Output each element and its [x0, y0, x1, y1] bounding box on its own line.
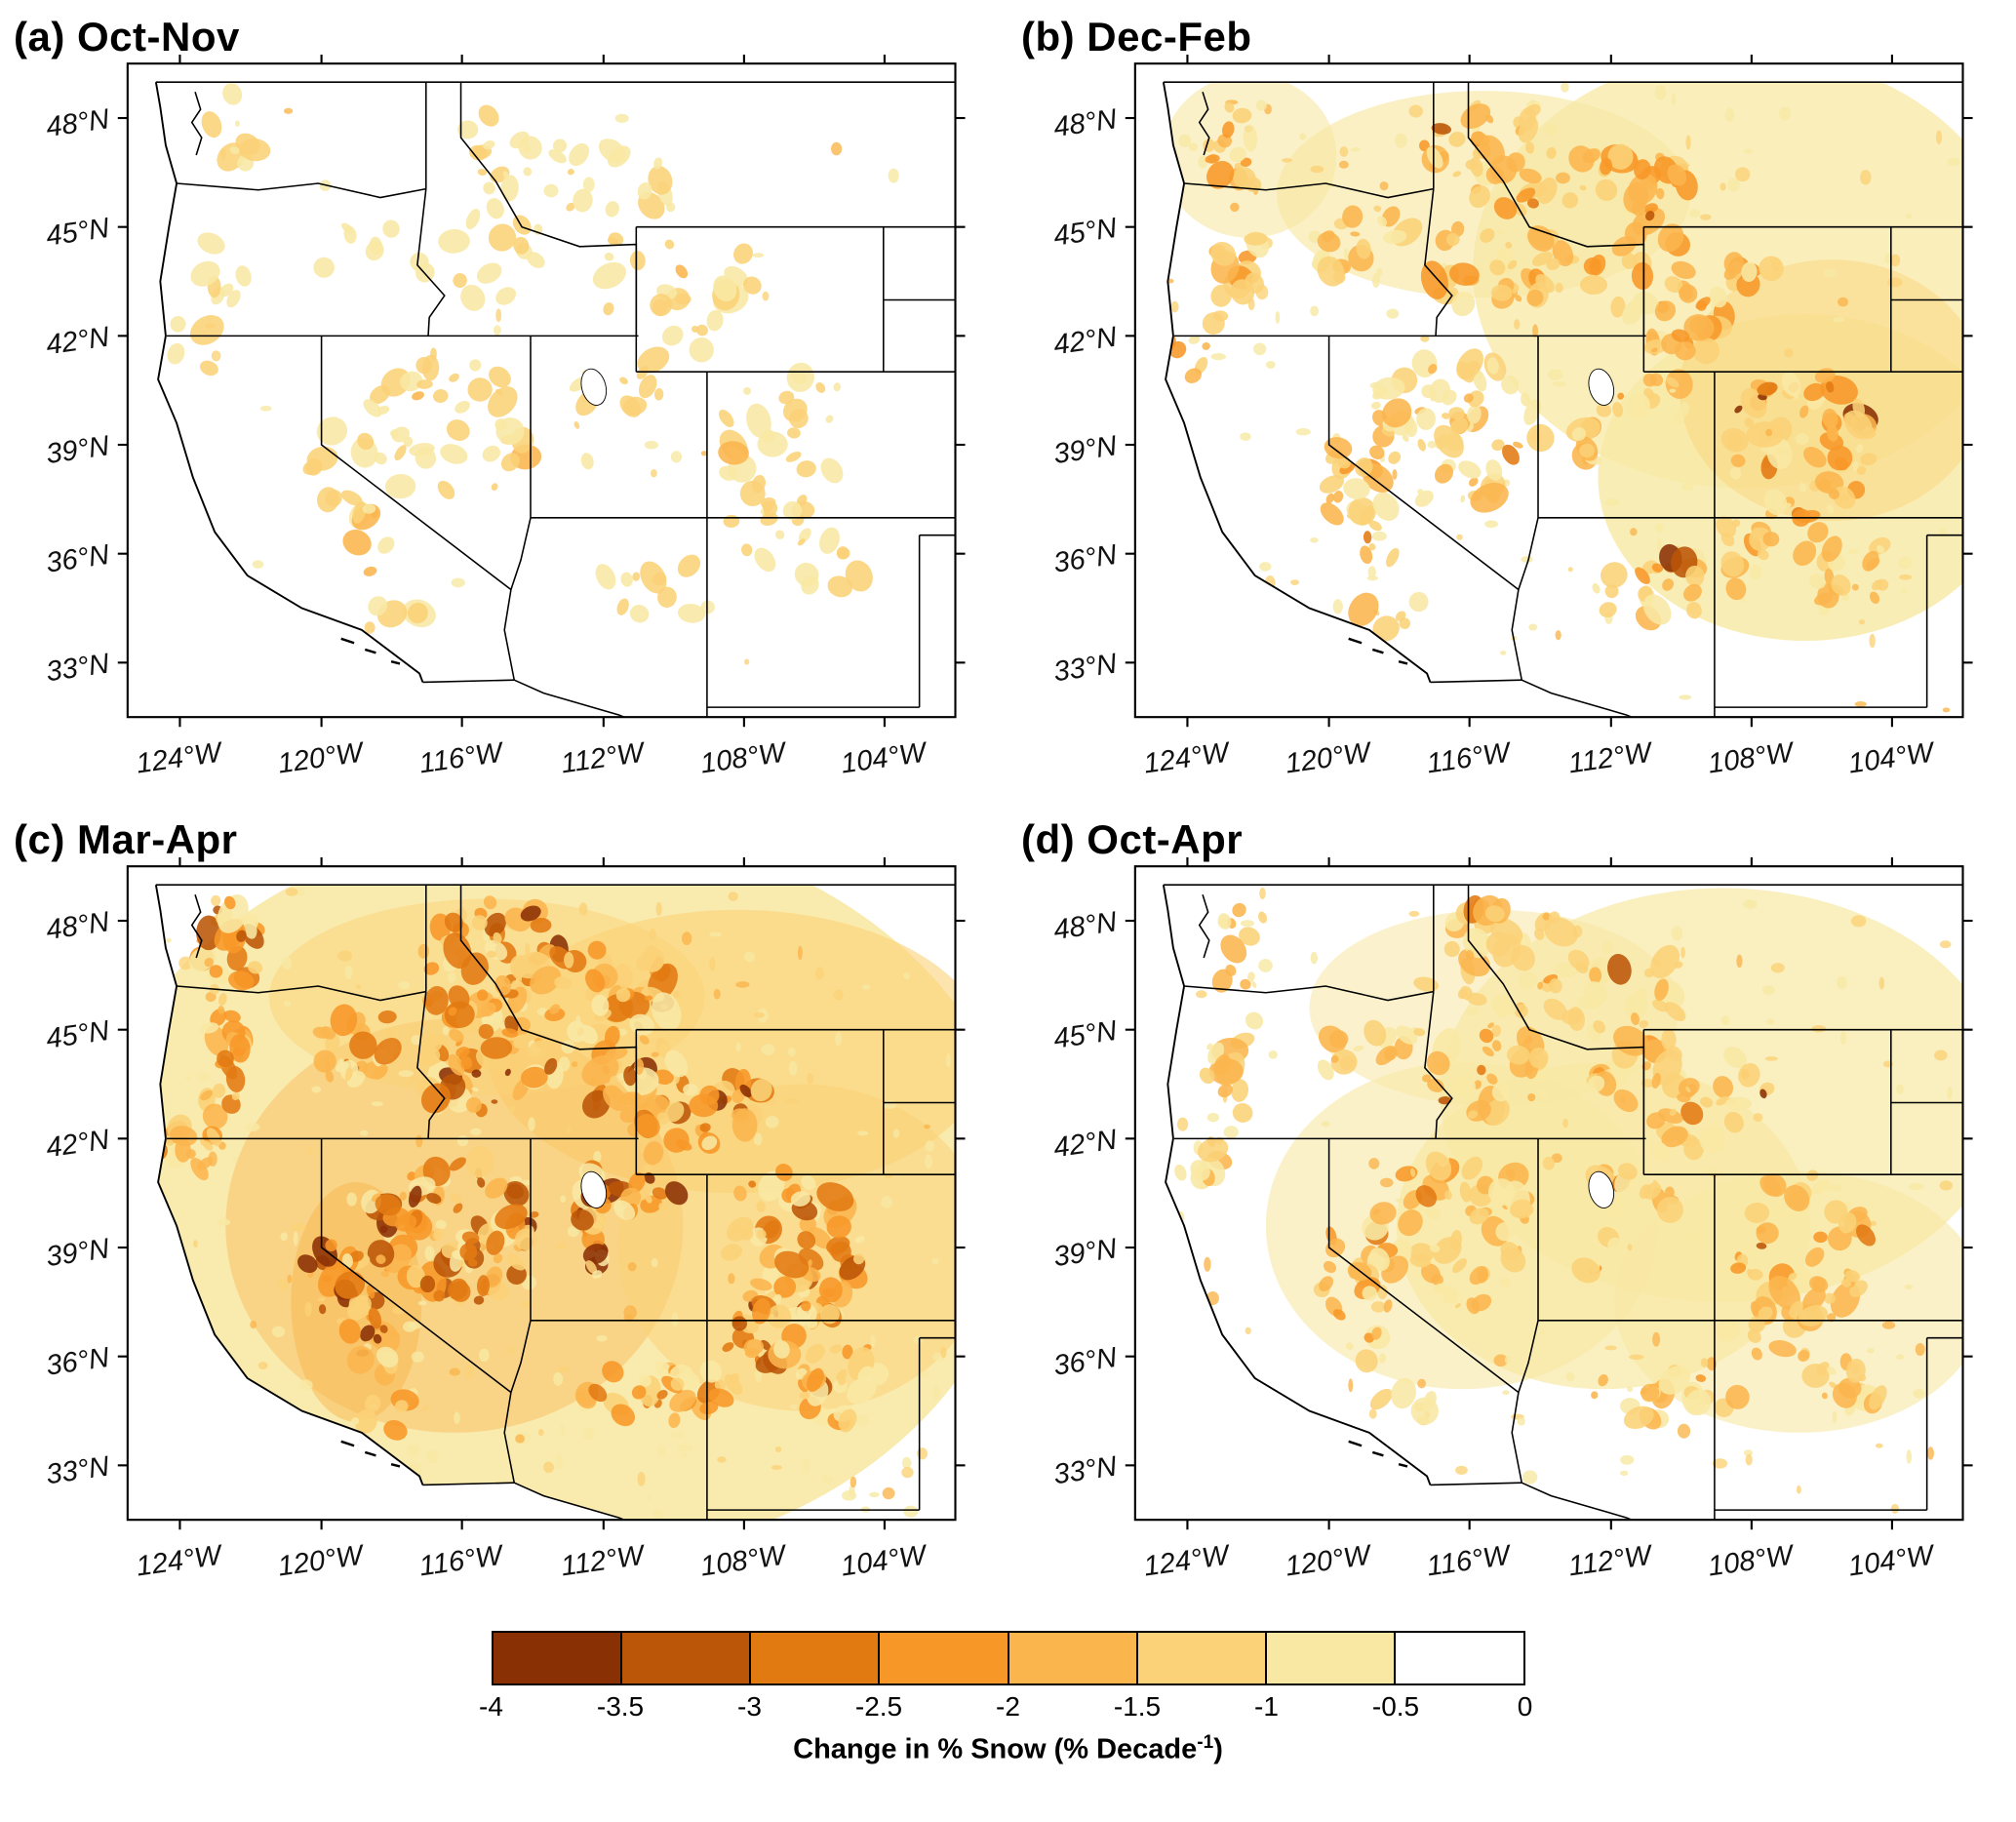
- panel-b: (b) Dec-Feb 48°N 45°N 42°N 39°N 36°N 33°N 124°…: [1008, 4, 2015, 807]
- panel-title-c: (c) Mar-Apr: [14, 816, 238, 862]
- panel-title-d: (d) Oct-Apr: [1021, 816, 1244, 862]
- lon-tick-label: 116°W: [1425, 736, 1514, 779]
- panel-a: (a) Oct-Nov 48°N 45°N 42°N 39°N 36°N 33°N 124°…: [0, 4, 1008, 807]
- colorbar: -4 -3.5 -3 -2.5 -2 -1.5 -1 -0.5 0 Change in % Sn…: [479, 1631, 1532, 1766]
- lon-tick-label: 112°W: [1566, 1539, 1655, 1582]
- lat-tick-label: 33°N: [1051, 649, 1119, 689]
- lat-tick-label: 45°N: [44, 213, 111, 253]
- colorbar-segment: [1137, 1633, 1267, 1683]
- colorbar-segment: [1267, 1633, 1397, 1683]
- lon-tick-label: 124°W: [135, 736, 226, 779]
- colorbar-scale: [491, 1631, 1525, 1685]
- colorbar-segment: [751, 1633, 881, 1683]
- map-mar-apr: 48°N 45°N 42°N 39°N 36°N 33°N 124°W 120°W 116°W 1…: [44, 857, 966, 1583]
- lat-tick-label: 33°N: [1051, 1451, 1119, 1491]
- colorbar-tick-label: -4: [479, 1691, 503, 1722]
- map-dec-feb: 48°N 45°N 42°N 39°N 36°N 33°N 124°W 120°W 116°W 1…: [1051, 55, 1973, 780]
- colorbar-tick-label: -2: [996, 1691, 1020, 1722]
- lon-tick-label: 112°W: [559, 736, 648, 779]
- lat-tick-label: 39°N: [1051, 430, 1119, 470]
- lon-tick-label: 108°W: [698, 1539, 790, 1582]
- lat-tick-label: 45°N: [1051, 1015, 1119, 1055]
- lon-tick-label: 124°W: [135, 1539, 226, 1582]
- lon-tick-label: 116°W: [1425, 1539, 1514, 1582]
- map-oct-nov: 48°N 45°N 42°N 39°N 36°N 33°N 124°W 120°W 116°W 1…: [44, 55, 966, 780]
- lon-tick-label: 112°W: [559, 1539, 648, 1582]
- colorbar-label-exponent: -1: [1197, 1732, 1214, 1753]
- lon-tick-label: 112°W: [1566, 736, 1655, 779]
- lat-tick-label: 48°N: [1051, 906, 1119, 946]
- lon-tick-label: 120°W: [1284, 736, 1375, 779]
- colorbar-segment: [493, 1633, 622, 1683]
- lon-tick-label: 124°W: [1142, 736, 1234, 779]
- lon-tick-label: 104°W: [839, 1539, 930, 1582]
- lat-tick-label: 36°N: [1051, 539, 1119, 579]
- colorbar-segment: [1008, 1633, 1138, 1683]
- lat-tick-label: 48°N: [44, 103, 111, 143]
- lat-tick-label: 33°N: [44, 649, 111, 689]
- colorbar-tick-label: -1: [1254, 1691, 1279, 1722]
- lon-tick-label: 120°W: [276, 1539, 368, 1582]
- lon-tick-label: 104°W: [839, 736, 930, 779]
- panel-title-a: (a) Oct-Nov: [14, 14, 240, 59]
- lon-tick-label: 104°W: [1846, 736, 1938, 779]
- lat-tick-label: 39°N: [1051, 1233, 1119, 1273]
- lat-tick-label: 42°N: [1051, 1125, 1119, 1165]
- lat-tick-label: 45°N: [44, 1015, 111, 1055]
- lat-tick-label: 42°N: [44, 1125, 111, 1165]
- colorbar-tick-label: -3: [737, 1691, 762, 1722]
- lat-tick-label: 33°N: [44, 1451, 111, 1491]
- lat-tick-label: 42°N: [44, 322, 111, 362]
- colorbar-tick-label: -0.5: [1371, 1691, 1420, 1722]
- lat-tick-label: 36°N: [1051, 1342, 1119, 1382]
- colorbar-segment: [1396, 1633, 1523, 1683]
- lat-tick-label: 42°N: [1051, 322, 1119, 362]
- lat-tick-label: 39°N: [44, 430, 111, 470]
- lon-tick-label: 116°W: [417, 736, 506, 779]
- colorbar-tick-label: -3.5: [596, 1691, 645, 1722]
- lon-tick-label: 108°W: [1706, 1539, 1798, 1582]
- colorbar-segment: [880, 1633, 1009, 1683]
- lat-tick-label: 45°N: [1051, 213, 1119, 253]
- lon-tick-label: 124°W: [1142, 1539, 1234, 1582]
- lon-tick-label: 108°W: [1706, 736, 1798, 779]
- lon-tick-label: 120°W: [276, 736, 368, 779]
- colorbar-tick-label: -1.5: [1113, 1691, 1162, 1722]
- panel-title-b: (b) Dec-Feb: [1021, 14, 1252, 59]
- map-oct-apr: 48°N 45°N 42°N 39°N 36°N 33°N 124°W 120°W 116°W 1…: [1051, 857, 1973, 1583]
- colorbar-ticks: -4 -3.5 -3 -2.5 -2 -1.5 -1 -0.5 0: [479, 1691, 1532, 1730]
- lat-tick-label: 39°N: [44, 1233, 111, 1273]
- colorbar-tick-label: 0: [1517, 1691, 1533, 1722]
- colorbar-label: Change in % Snow (% Decade: [793, 1733, 1198, 1765]
- lon-tick-label: 104°W: [1846, 1539, 1938, 1582]
- colorbar-caption: Change in % Snow (% Decade-1): [492, 1732, 1525, 1766]
- colorbar-tick-label: -2.5: [854, 1691, 903, 1722]
- lon-tick-label: 120°W: [1284, 1539, 1375, 1582]
- lat-tick-label: 36°N: [44, 539, 111, 579]
- panel-d: (d) Oct-Apr 48°N 45°N 42°N 39°N 36°N 33°N 124°…: [1008, 807, 2015, 1609]
- lon-tick-label: 116°W: [417, 1539, 506, 1582]
- lat-tick-label: 36°N: [44, 1342, 111, 1382]
- panel-c: (c) Mar-Apr 48°N 45°N 42°N 39°N 36°N 33°N 124°…: [0, 807, 1008, 1609]
- colorbar-segment: [621, 1633, 751, 1683]
- lon-tick-label: 108°W: [698, 736, 790, 779]
- lat-tick-label: 48°N: [44, 906, 111, 946]
- lat-tick-label: 48°N: [1051, 103, 1119, 143]
- panel-grid: (a) Oct-Nov 48°N 45°N 42°N 39°N 36°N 33°N 124°…: [0, 4, 2016, 1609]
- colorbar-label-close: ): [1213, 1733, 1223, 1765]
